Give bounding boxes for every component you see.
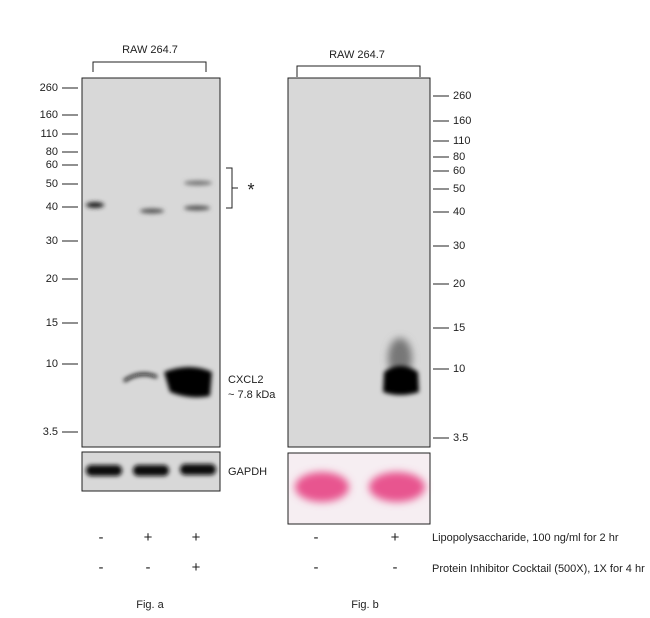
cxcl2-band (164, 367, 212, 398)
lane-sign: - (314, 559, 319, 576)
bracket (296, 65, 421, 77)
cxcl2-band-b (383, 366, 419, 395)
lane-sign: - (314, 529, 319, 546)
marker-label: 15 (46, 317, 58, 329)
marker-label: 260 (40, 82, 58, 94)
lane-sign: + (192, 529, 201, 546)
lane-sign: - (146, 559, 151, 576)
marker-label: 3.5 (453, 432, 468, 444)
marker-label: 10 (46, 358, 58, 370)
marker-label: 80 (453, 151, 465, 163)
header: RAW 264.7 (329, 49, 385, 61)
marker-label: 40 (453, 206, 465, 218)
marker-label: 15 (453, 322, 465, 334)
loading-label: GAPDH (228, 466, 267, 478)
header: RAW 264.7 (122, 44, 178, 56)
marker-label: 110 (453, 135, 471, 147)
band-label: CXCL2 (228, 374, 263, 386)
marker-label: 60 (46, 159, 58, 171)
lane-sign: + (144, 529, 153, 546)
marker-label: 50 (46, 178, 58, 190)
marker-label: 10 (453, 363, 465, 375)
lane-sign: - (99, 529, 104, 546)
treatment: Lipopolysaccharide, 100 ng/ml for 2 hr (432, 532, 619, 544)
marker-label: 80 (46, 146, 58, 158)
marker-label: 20 (453, 278, 465, 290)
lane-sign: - (393, 559, 398, 576)
bracket (92, 61, 207, 72)
caption: Fig. b (351, 599, 379, 611)
marker-label: 160 (453, 115, 471, 127)
gapdh-bands (86, 464, 216, 476)
marker-label: 50 (453, 183, 465, 195)
annotation: * (247, 180, 254, 200)
marker-label: 40 (46, 201, 58, 213)
caption: Fig. a (136, 599, 164, 611)
bands-a (86, 180, 212, 383)
marker-label: 3.5 (43, 426, 58, 438)
lane-sign: + (391, 529, 400, 546)
marker-label: 260 (453, 90, 471, 102)
band-label: ~ 7.8 kDa (228, 389, 276, 401)
marker-label: 30 (46, 235, 58, 247)
marker-label: 20 (46, 273, 58, 285)
lane-sign: - (99, 559, 104, 576)
marker-label: 60 (453, 165, 465, 177)
bracket (226, 167, 238, 209)
marker-label: 30 (453, 240, 465, 252)
marker-label: 110 (40, 128, 58, 140)
treatment: Protein Inhibitor Cocktail (500X), 1X fo… (432, 563, 645, 575)
lane-sign: + (192, 559, 201, 576)
marker-label: 160 (40, 109, 58, 121)
ponceau-bands (295, 472, 425, 502)
